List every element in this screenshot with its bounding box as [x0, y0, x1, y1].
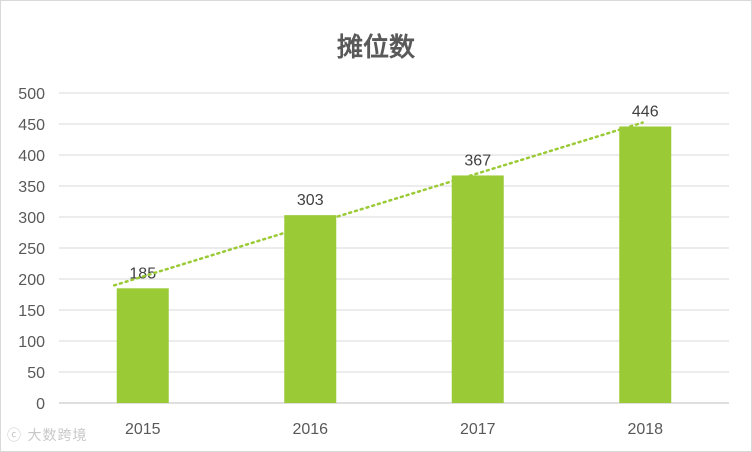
watermark-icon: ⓒ [7, 428, 22, 444]
watermark-text: 大数跨境 [27, 428, 88, 444]
y-tick-label: 150 [18, 303, 45, 320]
bar [116, 288, 169, 403]
watermark-logo: ⓒ 大数跨境 [7, 425, 87, 445]
x-tick-label: 2016 [292, 421, 328, 438]
x-tick-label: 2015 [125, 421, 161, 438]
y-tick-label: 200 [18, 272, 45, 289]
y-tick-label: 350 [18, 179, 45, 196]
y-tick-label: 0 [36, 396, 45, 413]
data-label: 446 [632, 103, 659, 120]
data-label: 303 [297, 192, 324, 209]
chart-title: 摊位数 [336, 33, 415, 63]
y-tick-label: 400 [18, 148, 45, 165]
bar [451, 175, 504, 403]
x-tick-label: 2018 [627, 421, 663, 438]
bar [619, 126, 672, 403]
y-tick-label: 300 [18, 210, 45, 227]
y-tick-label: 100 [18, 334, 45, 351]
y-tick-label: 500 [18, 86, 45, 103]
bar [284, 215, 337, 403]
data-label: 367 [464, 152, 491, 169]
trendline [112, 121, 644, 287]
y-tick-label: 450 [18, 117, 45, 134]
y-tick-label: 50 [27, 365, 45, 382]
y-tick-label: 250 [18, 241, 45, 258]
x-tick-label: 2017 [460, 421, 496, 438]
